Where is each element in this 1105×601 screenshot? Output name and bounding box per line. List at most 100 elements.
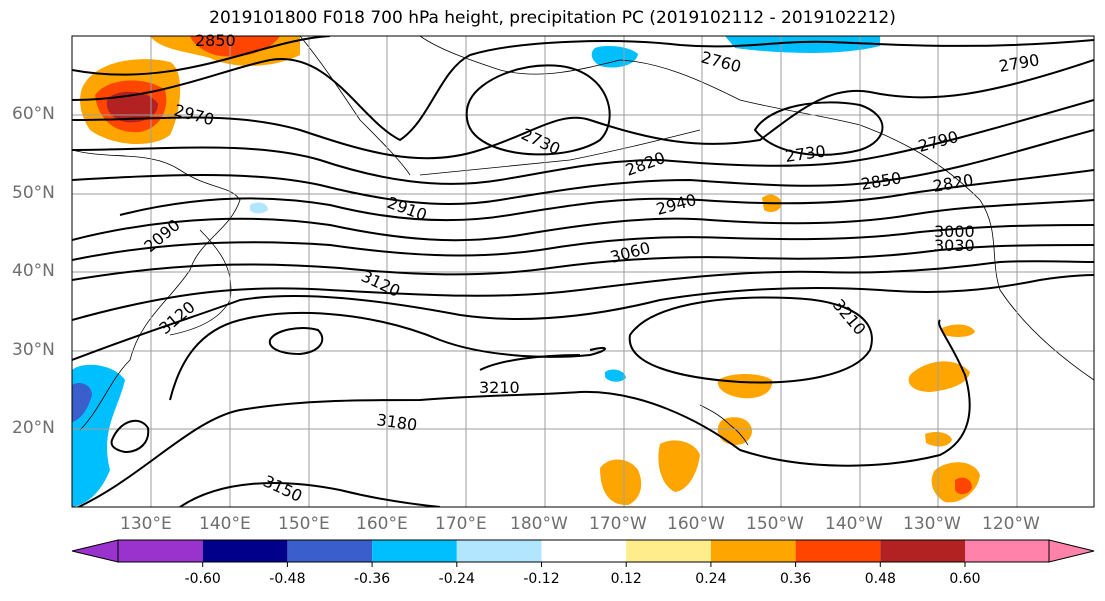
- contour-label: 2910: [385, 193, 430, 225]
- colorbar: [71, 539, 1095, 567]
- colorbar-tick-label: -0.60: [184, 571, 221, 587]
- contour-label: 2790: [997, 50, 1040, 76]
- lat-label: 30°N: [12, 340, 55, 360]
- map-area: [72, 36, 1094, 507]
- precip-positive-cent2: [717, 417, 752, 445]
- contour-label: 2850: [195, 31, 236, 50]
- colorbar-bin: [287, 540, 373, 562]
- colorbar-ticks: [202, 562, 966, 567]
- contour-line: [75, 319, 971, 507]
- colorbar-bin: [965, 540, 1049, 562]
- contour-labels: 2850 2970 2760 2790 2820 2730 2730 2790 …: [140, 31, 1040, 506]
- chart-title: 2019101800 F018 700 hPa height, precipit…: [209, 8, 896, 28]
- contour-label: 3150: [260, 471, 305, 505]
- contour-line: [72, 99, 1094, 185]
- contour-line: [465, 64, 611, 156]
- alaska-coast: [419, 36, 1094, 381]
- colorbar-bin: [626, 540, 711, 562]
- precip-negative-japan: [250, 202, 268, 214]
- lat-label: 20°N: [12, 418, 55, 438]
- contour-label: 2820: [623, 148, 668, 180]
- contour-label: 2760: [699, 48, 743, 77]
- colorbar-tick-label: 0.36: [780, 571, 812, 587]
- contour-line: [72, 59, 1094, 160]
- lon-label: 130°E: [120, 514, 172, 534]
- colorbar-high-arrow: [1048, 539, 1095, 563]
- colorbar-tick-label: 0.12: [610, 571, 642, 587]
- contour-label: 2730: [784, 141, 827, 165]
- colorbar-bin: [456, 540, 542, 562]
- lon-label: 150°E: [278, 514, 330, 534]
- lon-label: 140°W: [825, 514, 883, 534]
- contour-label: 3060: [608, 238, 652, 267]
- lon-label: 170°E: [435, 514, 487, 534]
- colorbar-bin: [880, 540, 965, 562]
- lon-label: 170°W: [589, 514, 647, 534]
- precip-strong-east2: [955, 477, 972, 495]
- precip-negative-cent: [605, 369, 626, 382]
- colorbar-tick-label: -0.24: [438, 571, 475, 587]
- lon-label: 160°W: [667, 514, 725, 534]
- colorbar-bin: [710, 540, 796, 562]
- lat-label: 50°N: [12, 183, 55, 203]
- contour-line: [479, 354, 581, 371]
- lat-label: 40°N: [12, 261, 55, 281]
- colorbar-bin: [372, 540, 457, 562]
- contour-line: [169, 311, 606, 401]
- contour-label: 3180: [375, 410, 418, 434]
- contour-line: [72, 199, 1094, 242]
- contour-line: [628, 296, 873, 384]
- precip-positive-east4: [942, 324, 975, 337]
- contour-line: [179, 482, 441, 507]
- colorbar-tick-label: -0.48: [269, 571, 306, 587]
- lon-label: 130°W: [903, 514, 961, 534]
- lon-label: 120°W: [982, 514, 1040, 534]
- contour-label: 3210: [829, 295, 870, 338]
- hawaii-islands: [699, 404, 749, 446]
- precip-positive-cent1: [717, 374, 773, 399]
- precip-positive-south1: [600, 459, 642, 506]
- contour-line: [72, 39, 1094, 142]
- contour-line: [753, 101, 884, 156]
- lat-label: 60°N: [12, 104, 55, 124]
- contour-label: 3210: [479, 378, 520, 397]
- height-contours: [72, 36, 1094, 507]
- contour-line: [110, 419, 150, 454]
- colorbar-frame: [117, 539, 1050, 563]
- colorbar-tick-label: 0.48: [864, 571, 896, 587]
- precip-shading: [72, 36, 980, 507]
- precip-negative-west-dark: [72, 383, 92, 422]
- asia-coast: [72, 149, 241, 431]
- precip-negative-north: [725, 36, 880, 53]
- lon-label: 180°W: [510, 514, 568, 534]
- precip-positive-south2: [658, 440, 700, 492]
- lon-label: 160°E: [356, 514, 408, 534]
- colorbar-bin: [541, 540, 627, 562]
- colorbar-tick-label: -0.12: [523, 571, 560, 587]
- lon-label: 140°E: [199, 514, 251, 534]
- colorbar-bin: [202, 540, 288, 562]
- colorbar-tick-label: 0.24: [695, 571, 727, 587]
- colorbar-tick-label: 0.60: [949, 571, 981, 587]
- contour-line: [72, 260, 1094, 321]
- map-frame: [71, 35, 1095, 508]
- contour-line: [268, 327, 324, 356]
- kamchatka-coast: [299, 36, 411, 176]
- colorbar-low-arrow: [71, 539, 119, 563]
- precip-positive-east1: [908, 361, 970, 392]
- contour-line: [72, 129, 1094, 206]
- precip-negative-north2: [591, 46, 638, 68]
- contour-label: 2970: [172, 101, 216, 130]
- colorbar-tick-label: -0.36: [353, 571, 391, 587]
- contour-label: 2850: [859, 168, 902, 194]
- contour-line: [72, 36, 331, 76]
- contour-line: [119, 169, 1094, 222]
- contour-label: 3000: [934, 222, 975, 241]
- contour-line: [72, 224, 1094, 261]
- contour-line: [72, 244, 1094, 281]
- colorbar-bin: [795, 540, 881, 562]
- contour-line: [72, 274, 1094, 361]
- contour-label: 3030: [934, 236, 975, 255]
- colorbar-bin: [118, 540, 203, 562]
